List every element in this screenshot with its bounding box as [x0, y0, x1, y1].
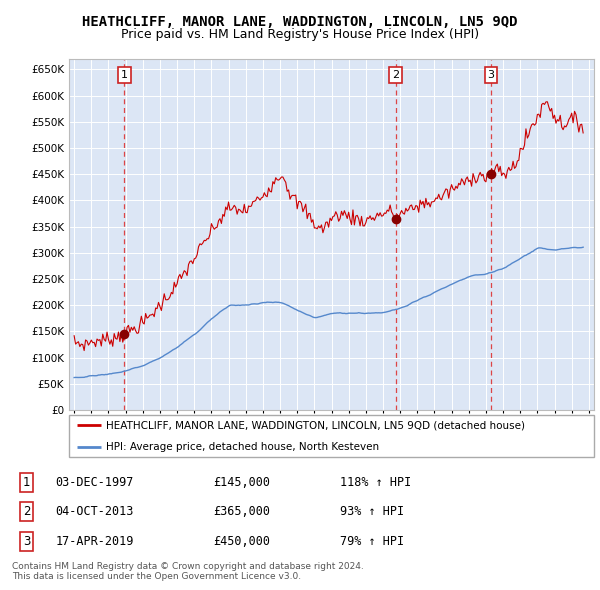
Text: £145,000: £145,000 [214, 476, 271, 489]
Text: 79% ↑ HPI: 79% ↑ HPI [340, 535, 404, 548]
Text: 17-APR-2019: 17-APR-2019 [55, 535, 134, 548]
Text: HEATHCLIFF, MANOR LANE, WADDINGTON, LINCOLN, LN5 9QD (detached house): HEATHCLIFF, MANOR LANE, WADDINGTON, LINC… [106, 421, 525, 430]
Text: 1: 1 [121, 70, 128, 80]
Text: HPI: Average price, detached house, North Kesteven: HPI: Average price, detached house, Nort… [106, 442, 379, 451]
Text: 3: 3 [23, 535, 30, 548]
Text: 2: 2 [392, 70, 400, 80]
Text: 118% ↑ HPI: 118% ↑ HPI [340, 476, 412, 489]
Text: £365,000: £365,000 [214, 505, 271, 519]
Text: Contains HM Land Registry data © Crown copyright and database right 2024.
This d: Contains HM Land Registry data © Crown c… [12, 562, 364, 581]
Text: 93% ↑ HPI: 93% ↑ HPI [340, 505, 404, 519]
Text: 04-OCT-2013: 04-OCT-2013 [55, 505, 134, 519]
FancyBboxPatch shape [69, 415, 594, 457]
Text: 03-DEC-1997: 03-DEC-1997 [55, 476, 134, 489]
Text: HEATHCLIFF, MANOR LANE, WADDINGTON, LINCOLN, LN5 9QD: HEATHCLIFF, MANOR LANE, WADDINGTON, LINC… [82, 15, 518, 30]
Text: 3: 3 [487, 70, 494, 80]
Text: £450,000: £450,000 [214, 535, 271, 548]
Text: 1: 1 [23, 476, 30, 489]
Text: Price paid vs. HM Land Registry's House Price Index (HPI): Price paid vs. HM Land Registry's House … [121, 28, 479, 41]
Text: 2: 2 [23, 505, 30, 519]
